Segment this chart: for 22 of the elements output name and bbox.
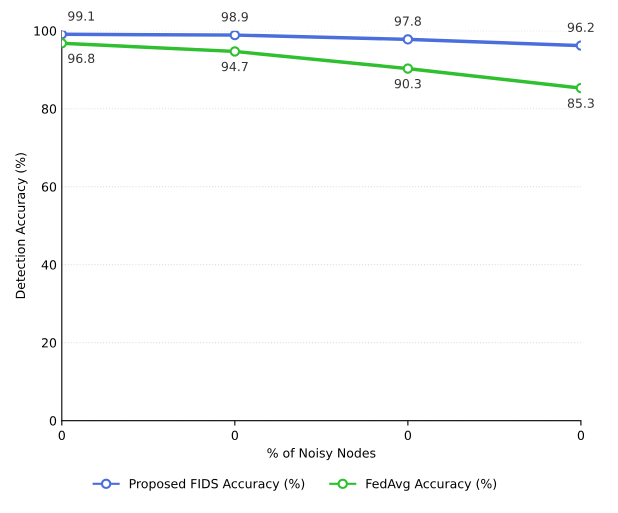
data-label: 99.1: [68, 11, 94, 21]
legend-label: FedAvg Accuracy (%): [366, 478, 496, 491]
y-tick-label: 40: [42, 260, 56, 270]
y-tick-label: 80: [42, 104, 56, 114]
data-label: 97.8: [394, 16, 421, 26]
data-label: 96.2: [568, 22, 594, 32]
data-label: 98.9: [222, 12, 248, 22]
legend-label: Proposed FIDS Accuracy (%): [130, 478, 304, 491]
x-tick-label: 0: [232, 430, 238, 440]
x-tick-label: 0: [58, 430, 65, 440]
data-label: 90.3: [394, 78, 421, 88]
data-label: 85.3: [568, 98, 594, 108]
data-label: 96.8: [68, 54, 94, 64]
x-axis-title: % of Noisy Nodes: [267, 448, 376, 460]
y-axis-title: Detection Accuracy (%): [15, 153, 28, 298]
x-tick-label: 0: [404, 430, 412, 440]
y-tick-label: 60: [42, 182, 56, 192]
x-tick-label: 0: [578, 430, 584, 440]
y-tick-label: 0: [50, 416, 56, 426]
y-tick-label: 20: [42, 338, 56, 348]
data-label: 94.7: [222, 62, 248, 72]
y-tick-label: 100: [34, 26, 56, 36]
